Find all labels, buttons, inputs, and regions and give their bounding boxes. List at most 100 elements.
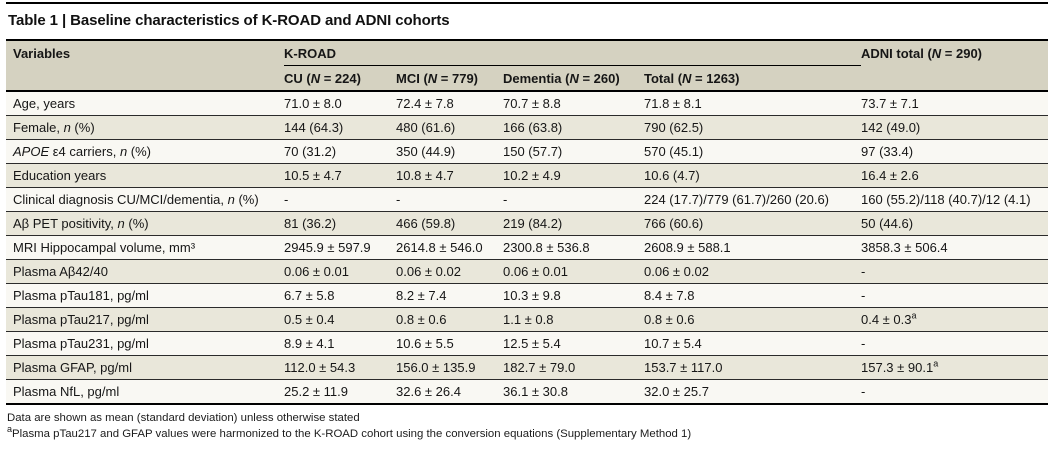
- cell-adni: 157.3 ± 90.1a: [861, 355, 1048, 380]
- cell-dementia: -: [503, 187, 644, 212]
- cell-adni: -: [861, 379, 1048, 404]
- column-header-variables: Variables: [6, 40, 284, 92]
- cell-cu: 0.5 ± 0.4: [284, 307, 396, 332]
- row-label: Plasma NfL, pg/ml: [6, 379, 284, 404]
- cell-dementia: 36.1 ± 30.8: [503, 379, 644, 404]
- cell-adni: 16.4 ± 2.6: [861, 163, 1048, 188]
- header-row-subgroups: CU (N = 224) MCI (N = 779) Dementia (N =…: [6, 65, 1048, 92]
- cell-dementia: 1.1 ± 0.8: [503, 307, 644, 332]
- table-row-ptau181: Plasma pTau181, pg/ml 6.7 ± 5.8 8.2 ± 7.…: [6, 283, 1048, 308]
- footnote-a: aPlasma pTau217 and GFAP values were har…: [7, 424, 692, 440]
- cell-total: 32.0 ± 25.7: [644, 379, 861, 404]
- cell-mci: 8.2 ± 7.4: [396, 283, 503, 308]
- cell-dementia: 70.7 ± 8.8: [503, 90, 644, 116]
- cell-dementia: 219 (84.2): [503, 211, 644, 236]
- cell-cu: 8.9 ± 4.1: [284, 331, 396, 356]
- cell-adni: 73.7 ± 7.1: [861, 90, 1048, 116]
- table-row-ptau217: Plasma pTau217, pg/ml 0.5 ± 0.4 0.8 ± 0.…: [6, 307, 1048, 332]
- cell-total: 570 (45.1): [644, 139, 861, 164]
- cell-total: 790 (62.5): [644, 115, 861, 140]
- cell-mci: 32.6 ± 26.4: [396, 379, 503, 404]
- cell-dementia: 182.7 ± 79.0: [503, 355, 644, 380]
- cell-mci: 10.6 ± 5.5: [396, 331, 503, 356]
- cell-cu: 71.0 ± 8.0: [284, 90, 396, 116]
- table-row-gfap: Plasma GFAP, pg/ml 112.0 ± 54.3 156.0 ± …: [6, 355, 1048, 380]
- cell-adni: 160 (55.2)/118 (40.7)/12 (4.1): [861, 187, 1048, 212]
- cell-cu: 0.06 ± 0.01: [284, 259, 396, 284]
- row-label: Plasma Aβ42/40: [6, 259, 284, 284]
- cell-dementia: 12.5 ± 5.4: [503, 331, 644, 356]
- cell-total: 0.06 ± 0.02: [644, 259, 861, 284]
- row-label: Plasma pTau181, pg/ml: [6, 283, 284, 308]
- row-label: Clinical diagnosis CU/MCI/dementia, n (%…: [6, 187, 284, 212]
- cell-total: 10.6 (4.7): [644, 163, 861, 188]
- cell-dementia: 166 (63.8): [503, 115, 644, 140]
- cell-cu: 6.7 ± 5.8: [284, 283, 396, 308]
- cell-cu: -: [284, 187, 396, 212]
- column-header-total: Total (N = 1263): [644, 65, 861, 92]
- column-header-dementia: Dementia (N = 260): [503, 65, 644, 92]
- cell-adni: 0.4 ± 0.3a: [861, 307, 1048, 332]
- table-row-clinical-diagnosis: Clinical diagnosis CU/MCI/dementia, n (%…: [6, 187, 1048, 212]
- cell-cu: 144 (64.3): [284, 115, 396, 140]
- cell-total: 8.4 ± 7.8: [644, 283, 861, 308]
- cell-total: 2608.9 ± 588.1: [644, 235, 861, 260]
- cell-total: 766 (60.6): [644, 211, 861, 236]
- table-title: Table 1 | Baseline characteristics of K-…: [8, 12, 450, 29]
- cell-adni: -: [861, 331, 1048, 356]
- table-footnotes: Data are shown as mean (standard deviati…: [7, 410, 1048, 442]
- cell-adni: -: [861, 259, 1048, 284]
- row-label: Plasma pTau217, pg/ml: [6, 307, 284, 332]
- top-rule: [6, 2, 1048, 4]
- table-row-abeta-pet: Aβ PET positivity, n (%) 81 (36.2) 466 (…: [6, 211, 1048, 236]
- cell-dementia: 10.3 ± 9.8: [503, 283, 644, 308]
- table-row-age: Age, years 71.0 ± 8.0 72.4 ± 7.8 70.7 ± …: [6, 90, 1048, 116]
- cell-mci: 0.06 ± 0.02: [396, 259, 503, 284]
- cell-mci: 0.8 ± 0.6: [396, 307, 503, 332]
- cell-cu: 70 (31.2): [284, 139, 396, 164]
- cell-mci: 480 (61.6): [396, 115, 503, 140]
- cell-adni: 3858.3 ± 506.4: [861, 235, 1048, 260]
- cell-mci: 2614.8 ± 546.0: [396, 235, 503, 260]
- row-label: Education years: [6, 163, 284, 188]
- cell-total: 71.8 ± 8.1: [644, 90, 861, 116]
- cell-adni: 142 (49.0): [861, 115, 1048, 140]
- cell-total: 224 (17.7)/779 (61.7)/260 (20.6): [644, 187, 861, 212]
- table-row-education: Education years 10.5 ± 4.7 10.8 ± 4.7 10…: [6, 163, 1048, 188]
- cell-total: 0.8 ± 0.6: [644, 307, 861, 332]
- row-label: Plasma pTau231, pg/ml: [6, 331, 284, 356]
- row-label: Female, n (%): [6, 115, 284, 140]
- cell-cu: 2945.9 ± 597.9: [284, 235, 396, 260]
- row-label: Plasma GFAP, pg/ml: [6, 355, 284, 380]
- cell-dementia: 2300.8 ± 536.8: [503, 235, 644, 260]
- column-header-cu: CU (N = 224): [284, 65, 396, 92]
- table-row-ptau231: Plasma pTau231, pg/ml 8.9 ± 4.1 10.6 ± 5…: [6, 331, 1048, 356]
- cell-adni: -: [861, 283, 1048, 308]
- cell-total: 153.7 ± 117.0: [644, 355, 861, 380]
- column-group-kroad: K-ROAD: [284, 40, 861, 66]
- column-header-mci: MCI (N = 779): [396, 65, 503, 92]
- cell-mci: -: [396, 187, 503, 212]
- cell-adni: 50 (44.6): [861, 211, 1048, 236]
- cell-total: 10.7 ± 5.4: [644, 331, 861, 356]
- table-row-female: Female, n (%) 144 (64.3) 480 (61.6) 166 …: [6, 115, 1048, 140]
- cell-adni: 97 (33.4): [861, 139, 1048, 164]
- cell-mci: 466 (59.8): [396, 211, 503, 236]
- cell-cu: 112.0 ± 54.3: [284, 355, 396, 380]
- cell-mci: 156.0 ± 135.9: [396, 355, 503, 380]
- cell-cu: 10.5 ± 4.7: [284, 163, 396, 188]
- row-label: MRI Hippocampal volume, mm³: [6, 235, 284, 260]
- table-row-hippocampal-volume: MRI Hippocampal volume, mm³ 2945.9 ± 597…: [6, 235, 1048, 260]
- table-body: Age, years 71.0 ± 8.0 72.4 ± 7.8 70.7 ± …: [6, 90, 1048, 404]
- table-header: Variables K-ROAD ADNI total (N = 290) CU…: [6, 40, 1048, 92]
- footnote-general: Data are shown as mean (standard deviati…: [7, 412, 360, 424]
- baseline-characteristics-table: Variables K-ROAD ADNI total (N = 290) CU…: [6, 39, 1048, 405]
- table-row-abeta42-40: Plasma Aβ42/40 0.06 ± 0.01 0.06 ± 0.02 0…: [6, 259, 1048, 284]
- header-row-groups: Variables K-ROAD ADNI total (N = 290): [6, 40, 1048, 92]
- cell-dementia: 0.06 ± 0.01: [503, 259, 644, 284]
- cell-mci: 350 (44.9): [396, 139, 503, 164]
- row-label: Age, years: [6, 90, 284, 116]
- column-header-adni-total: ADNI total (N = 290): [861, 40, 1048, 92]
- cell-cu: 81 (36.2): [284, 211, 396, 236]
